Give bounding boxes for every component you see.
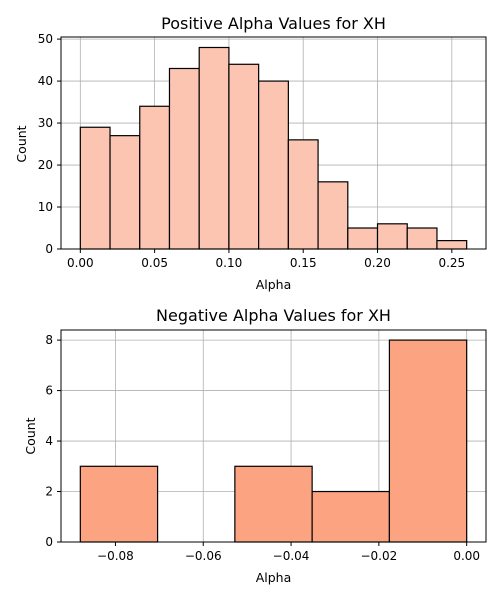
x-tick-label: −0.06 [185,549,222,563]
histogram-bar [168,67,200,250]
chart-title: Positive Alpha Values for XH [161,14,386,33]
x-tick-label: 0.00 [67,256,94,270]
y-tick-label: 10 [38,200,53,214]
y-tick-label: 20 [38,158,53,172]
histogram-bar [198,46,230,250]
histogram-bar [406,227,438,250]
histogram-bar [376,223,408,250]
x-tick-label: 0.15 [290,256,317,270]
histogram-bar [388,339,468,543]
histogram-bar [109,135,141,250]
y-tick-label: 2 [45,485,53,499]
negative-alpha-chart: Negative Alpha Values for XH Alpha Count… [23,306,487,585]
x-tick-label: 0.25 [438,256,465,270]
axes-frame [60,36,487,250]
y-axis-label: Count [23,417,38,454]
x-tick-label: −0.04 [273,549,310,563]
x-tick-label: 0.10 [216,256,243,270]
histogram-bar [139,105,171,250]
x-axis-label: Alpha [256,277,292,292]
bars [79,339,468,543]
chart-title: Negative Alpha Values for XH [156,306,391,325]
x-tick-label: 0.05 [141,256,168,270]
x-tick-label: 0.00 [453,549,480,563]
y-tick-label: 0 [45,242,53,256]
y-tick-label: 40 [38,74,53,88]
x-tick-label: −0.02 [360,549,397,563]
y-tick-label: 30 [38,116,53,130]
x-axis-label: Alpha [256,570,292,585]
y-tick-label: 4 [45,434,53,448]
histogram-bar [79,465,159,543]
histogram-bar [347,227,379,250]
histogram-bar [436,240,468,250]
x-tick-label: −0.08 [97,549,134,563]
y-tick-label: 6 [45,384,53,398]
histogram-bar [258,80,289,250]
histogram-bar [287,139,319,250]
axes-frame [60,329,487,543]
positive-alpha-chart: Positive Alpha Values for XH Alpha Count… [14,14,487,292]
histogram-bar [311,490,391,543]
histogram-bar [79,126,111,250]
y-tick-label: 8 [45,333,53,347]
histogram-bar [317,181,349,250]
histogram-bar [234,465,313,543]
y-tick-label: 0 [45,535,53,549]
x-tick-label: 0.20 [364,256,391,270]
bars [79,46,468,250]
histogram-bar [228,63,260,250]
y-axis-label: Count [14,125,29,162]
y-tick-label: 50 [38,32,53,46]
